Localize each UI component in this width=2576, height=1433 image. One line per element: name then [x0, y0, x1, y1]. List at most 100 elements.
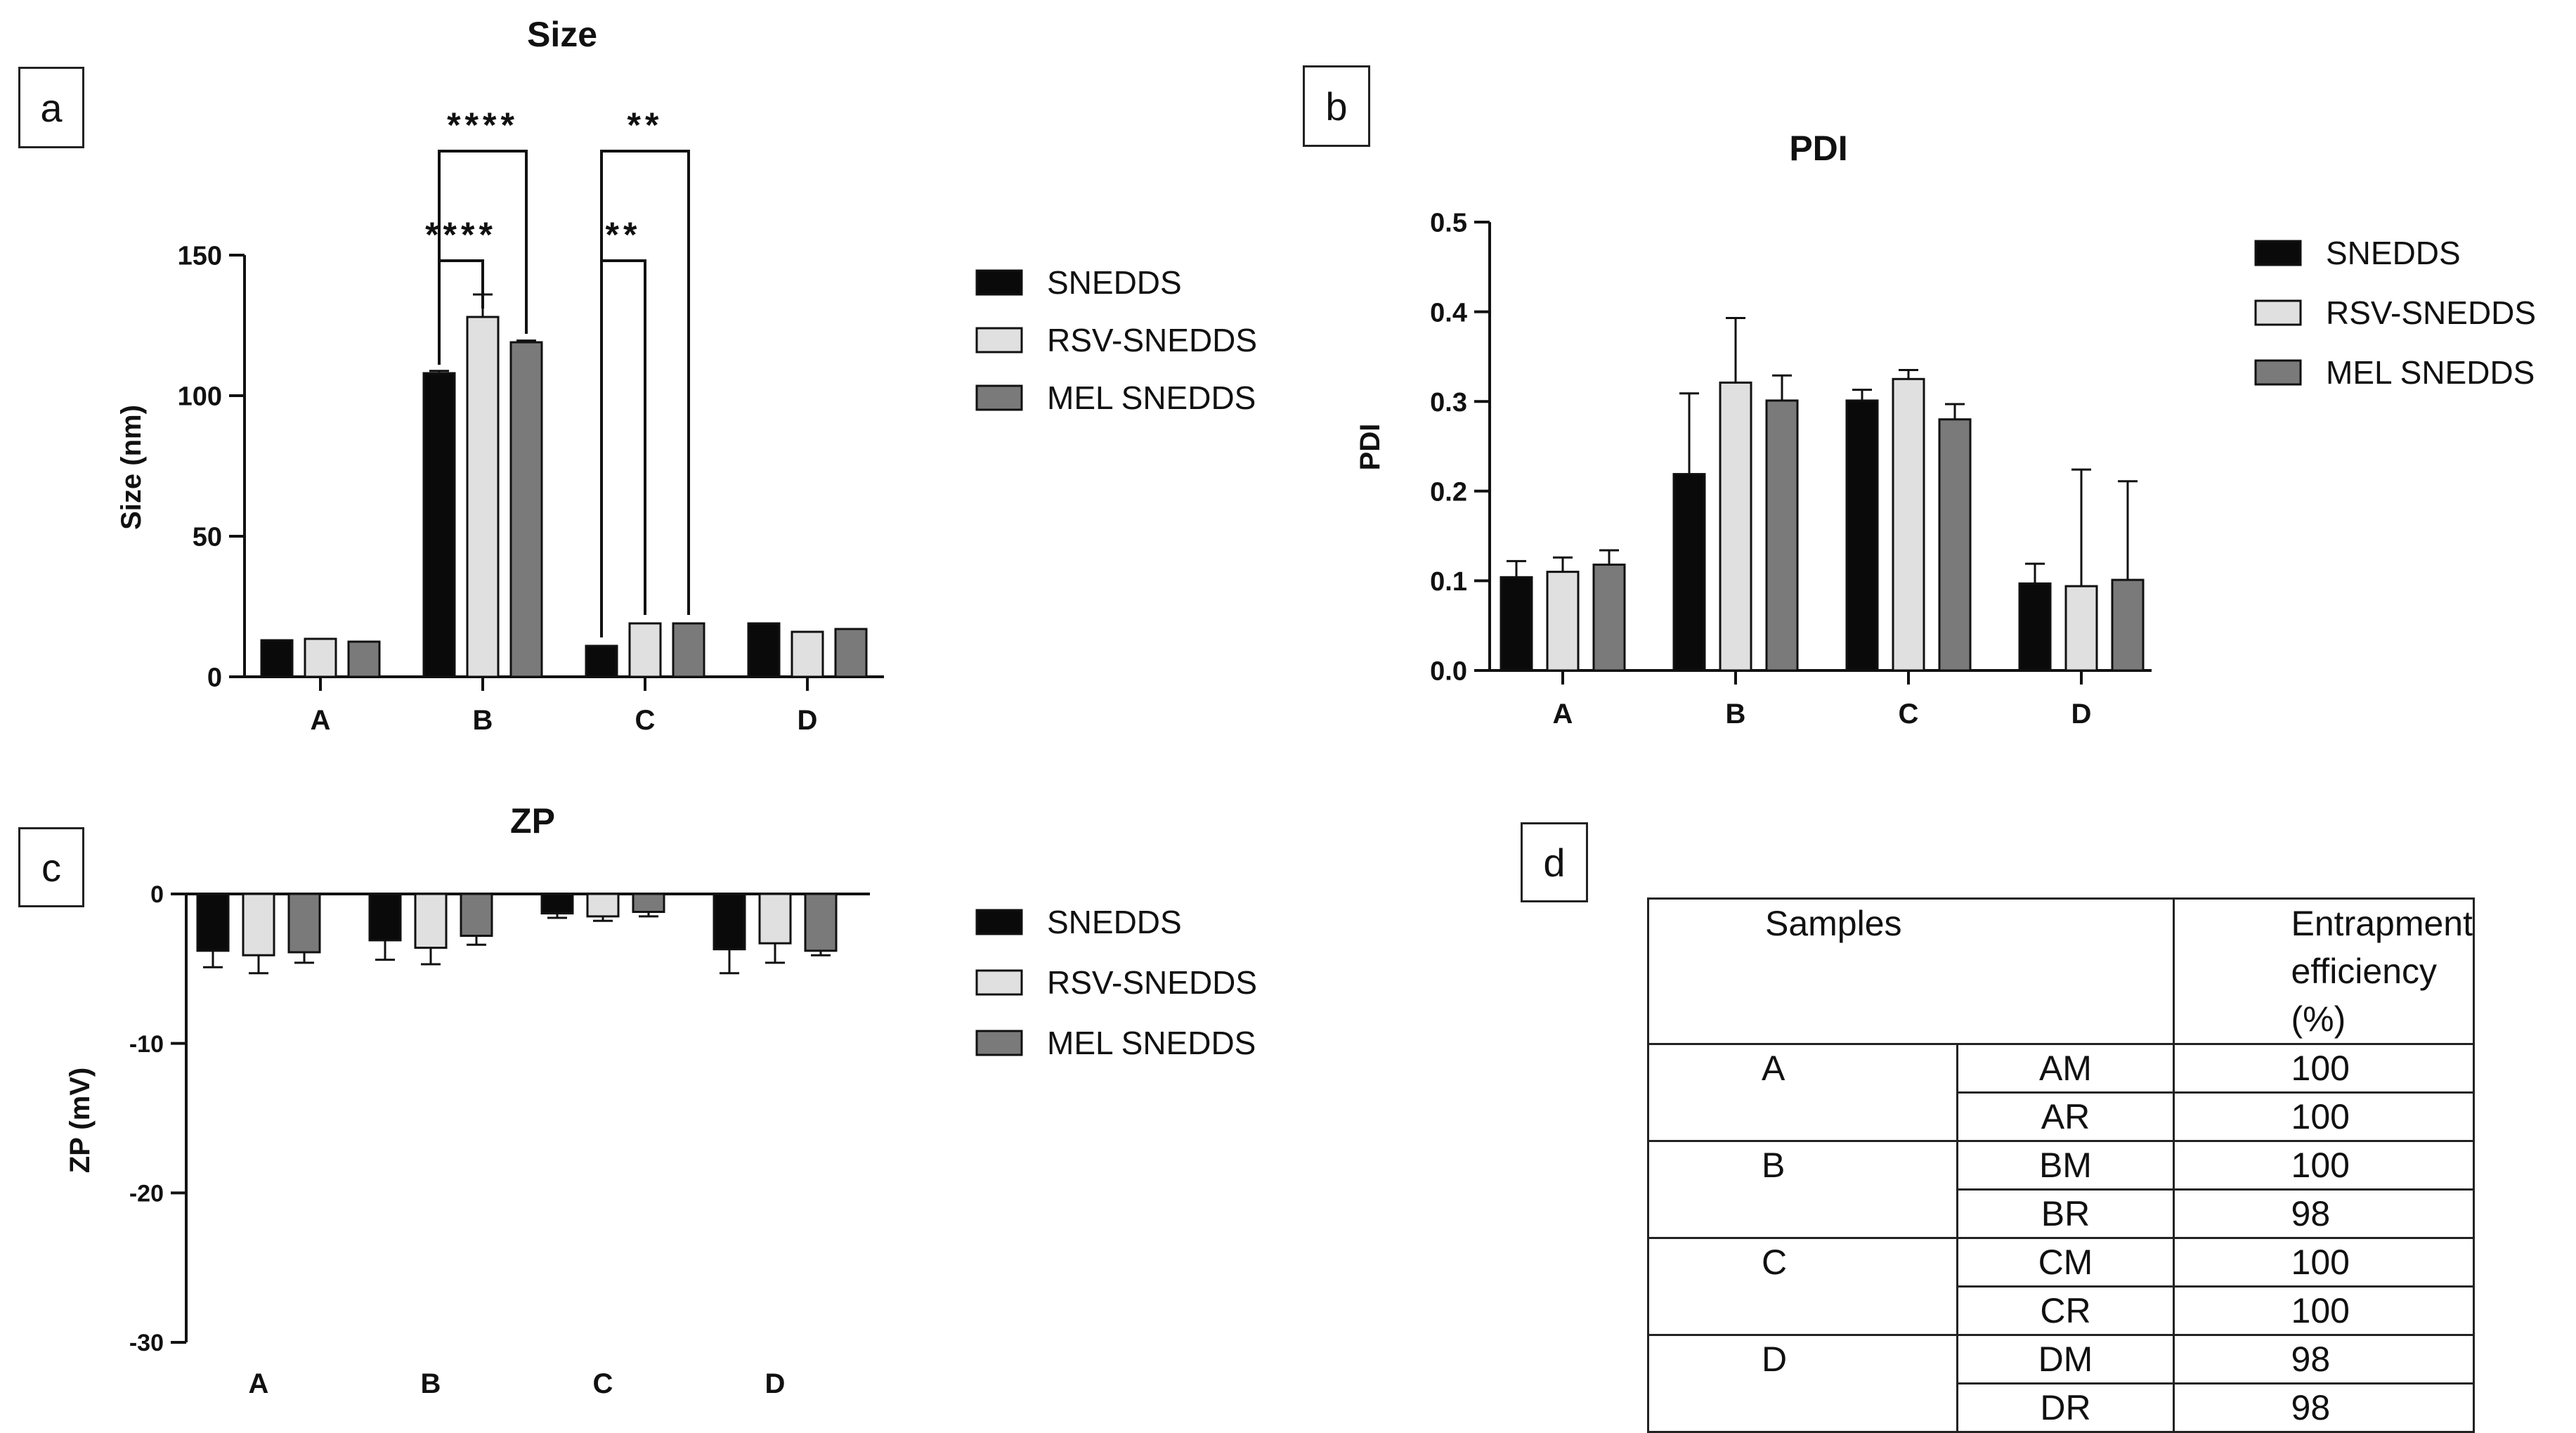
zp-bar-rsv-snedds: [414, 893, 448, 949]
table-cell-value: 98: [2172, 1188, 2476, 1239]
pdi-x-tick-label: C: [1899, 699, 1919, 730]
table-cell-code: DR: [1956, 1382, 2175, 1433]
table-cell-code: CR: [1956, 1285, 2175, 1336]
zp-bar-rsv-snedds: [586, 893, 620, 918]
table-cell-value: 98: [2172, 1334, 2476, 1385]
table-row: BR 98: [1648, 1188, 2476, 1239]
size-x-tick-label: B: [473, 705, 493, 736]
pdi-bar-mel-snedds: [1938, 418, 1972, 672]
zp-y-tick-label: -30: [129, 1330, 164, 1356]
pdi-x-tick-label: D: [2071, 699, 2092, 730]
table-row: AR 100: [1648, 1091, 2476, 1142]
zp-bar-rsv-snedds: [758, 893, 792, 945]
pdi-x-tick-label: B: [1726, 699, 1746, 730]
size-significance-label: ****: [447, 105, 519, 145]
pdi-bar-snedds: [1500, 576, 1533, 672]
zp-y-label: ZP (mV): [65, 1068, 96, 1173]
table-cell-group: D: [1646, 1334, 1959, 1433]
pdi-bar-snedds: [1845, 399, 1879, 672]
size-legend-swatch: [975, 384, 1023, 411]
size-significance-label: **: [627, 105, 663, 145]
size-legend-label: RSV-SNEDDS: [1047, 322, 1257, 358]
size-legend-label: MEL SNEDDS: [1047, 380, 1256, 416]
size-title: Size: [527, 15, 597, 54]
size-bar-mel-snedds: [509, 341, 543, 678]
zp-bar-snedds: [368, 893, 402, 942]
pdi-legend-swatch: [2254, 359, 2302, 386]
size-bar-snedds: [422, 372, 456, 678]
pdi-x-tick-label: A: [1553, 699, 1573, 730]
size-bar-mel-snedds: [834, 628, 868, 678]
zp-chart: ZP -30 -20 -10 0 ZP (mV) A B C D SNEDDS RSV-SNEDDS M…: [65, 801, 1257, 1399]
table-cell-value: 100: [2172, 1043, 2476, 1094]
size-bar-snedds: [585, 644, 618, 678]
zp-legend-swatch: [975, 909, 1023, 935]
size-bar-mel-snedds: [347, 640, 381, 678]
panel-label-c: c: [18, 827, 84, 907]
panel-label-d: d: [1521, 822, 1588, 902]
zp-x-tick-label: B: [421, 1368, 441, 1399]
size-bar-rsv-snedds: [628, 622, 662, 678]
pdi-bar-mel-snedds: [2111, 578, 2145, 672]
pdi-y-tick-label: 0.1: [1430, 567, 1467, 597]
size-bar-rsv-snedds: [304, 637, 337, 678]
table-row: D DM 98: [1646, 1334, 2476, 1433]
zp-legend-swatch: [975, 1030, 1023, 1056]
zp-title: ZP: [510, 801, 555, 841]
size-x-tick-label: C: [635, 705, 656, 736]
size-significance-bracket: [600, 150, 690, 637]
table-cell-group: B: [1646, 1140, 1959, 1239]
size-bar-snedds: [260, 639, 294, 678]
pdi-title: PDI: [1789, 129, 1847, 168]
table-row: C CM 100: [1646, 1237, 2476, 1336]
zp-legend-label: SNEDDS: [1047, 904, 1182, 940]
table-cell-code: CM: [1956, 1237, 2175, 1288]
size-y-tick-label: 0: [207, 663, 222, 693]
pdi-bar-mel-snedds: [1765, 399, 1799, 672]
table-header-row: Samples Entrapment efficiency (%): [1647, 897, 2476, 1045]
table-cell-value: 100: [2172, 1140, 2476, 1191]
pdi-y-tick-label: 0.3: [1430, 388, 1467, 417]
panel-label-b: b: [1303, 65, 1370, 147]
panel-label-a: a: [18, 67, 84, 148]
size-y-tick-label: 150: [178, 242, 222, 271]
table-cell-code: AR: [1956, 1091, 2175, 1142]
zp-y-tick-label: 0: [150, 881, 164, 908]
zp-x-tick-label: D: [765, 1368, 786, 1399]
size-y-tick-label: 50: [193, 523, 222, 552]
table-row: CR 100: [1648, 1285, 2476, 1336]
pdi-bar-rsv-snedds: [1546, 571, 1580, 672]
size-bar-rsv-snedds: [791, 630, 824, 678]
pdi-bar-mel-snedds: [1592, 563, 1626, 672]
pdi-legend-swatch: [2254, 299, 2302, 326]
table-cell-code: DM: [1956, 1334, 2175, 1385]
size-legend-swatch: [975, 269, 1023, 296]
zp-x-tick-label: A: [249, 1368, 269, 1399]
zp-legend-swatch: [975, 969, 1023, 996]
pdi-bar-snedds: [2018, 582, 2052, 672]
pdi-legend-label: RSV-SNEDDS: [2326, 294, 2536, 331]
table-row: B BM 100: [1646, 1140, 2476, 1239]
zp-bar-mel-snedds: [460, 893, 493, 938]
size-significance-label: **: [606, 215, 642, 254]
table-cell-value: 100: [2172, 1285, 2476, 1336]
table-cell-code: BR: [1956, 1188, 2175, 1239]
size-y-tick-label: 100: [178, 382, 222, 412]
header-entrapment: Entrapment efficiency (%): [2172, 897, 2476, 1045]
size-significance-bracket: [438, 150, 528, 365]
size-bar-mel-snedds: [672, 622, 705, 678]
header-entrapment-line2: efficiency (%): [2291, 952, 2438, 1039]
zp-legend-label: MEL SNEDDS: [1047, 1025, 1256, 1061]
size-significance-label: ****: [425, 215, 497, 254]
pdi-y-tick-label: 0.5: [1430, 209, 1467, 238]
pdi-bar-rsv-snedds: [2064, 585, 2098, 672]
zp-bar-mel-snedds: [804, 893, 838, 952]
table-cell-value: 100: [2172, 1237, 2476, 1288]
zp-legend-label: RSV-SNEDDS: [1047, 964, 1257, 1001]
size-bar-rsv-snedds: [466, 316, 500, 678]
zp-bar-snedds: [713, 893, 746, 951]
pdi-chart: PDI 0.0 0.1 0.2 0.3 0.4 0.5 PDI A B C D SNEDDS RSV-SN…: [1355, 129, 2536, 730]
zp-bar-snedds: [196, 893, 230, 952]
